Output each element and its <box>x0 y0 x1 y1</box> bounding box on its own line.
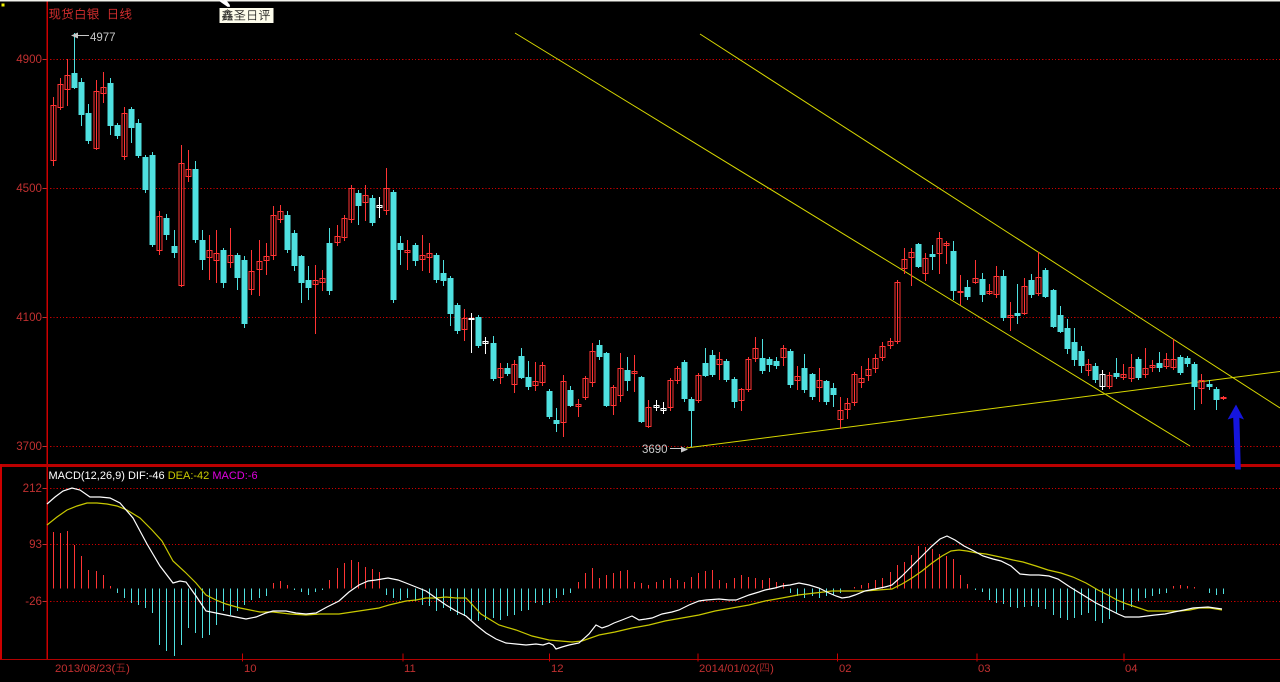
svg-text:212: 212 <box>23 482 42 495</box>
svg-text:): ) <box>770 663 774 675</box>
svg-text:02: 02 <box>839 663 852 675</box>
svg-text:3700: 3700 <box>16 440 42 453</box>
svg-text:): ) <box>126 663 130 675</box>
svg-text:MACD(12,26,9) DIF:-46 DEA:-42: MACD(12,26,9) DIF:-46 DEA:-42 MACD:-6 <box>49 470 258 482</box>
svg-text:2013/08/23(: 2013/08/23( <box>55 663 116 675</box>
svg-text:3690: 3690 <box>642 444 668 456</box>
svg-text:2014/01/02(: 2014/01/02( <box>699 663 760 675</box>
svg-text:-26: -26 <box>25 595 42 608</box>
svg-text:4100: 4100 <box>16 311 42 324</box>
svg-text:4500: 4500 <box>16 182 42 195</box>
svg-text:93: 93 <box>29 538 42 551</box>
svg-text:04: 04 <box>1125 663 1138 675</box>
svg-text:4900: 4900 <box>16 53 42 66</box>
svg-text:03: 03 <box>978 663 991 675</box>
svg-text:10: 10 <box>244 663 257 675</box>
svg-text:12: 12 <box>551 663 564 675</box>
svg-text:11: 11 <box>404 663 416 675</box>
svg-text:4977: 4977 <box>90 32 116 44</box>
